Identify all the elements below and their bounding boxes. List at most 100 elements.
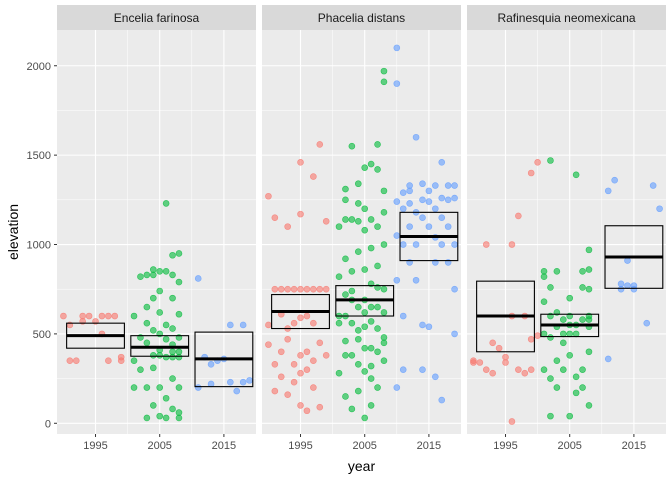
data-point [348,352,356,359]
x-tick-label: 2005 [352,440,376,452]
data-point [585,246,593,254]
data-point [419,321,426,329]
data-point [156,268,164,275]
data-point [348,142,356,150]
data-point [547,334,554,341]
data-point [322,285,330,293]
data-point [175,250,183,257]
data-point [482,241,490,248]
data-point [143,303,151,311]
data-point [451,194,458,202]
data-point [156,384,164,391]
data-point [643,319,651,327]
data-point [297,210,304,218]
data-point [162,353,170,361]
data-point [624,282,631,289]
data-point [130,357,138,365]
data-point [348,268,356,275]
data-point [585,402,593,409]
data-point [579,366,586,373]
data-point [393,44,401,52]
data-point [265,321,272,329]
data-point [438,158,446,166]
points-group-2 [265,44,458,422]
data-point [354,200,362,207]
data-point [297,369,304,377]
data-point [611,176,618,184]
data-point [316,141,324,148]
data-point [239,321,247,329]
data-point [547,375,554,382]
data-point [342,196,349,204]
data-point [380,339,388,347]
data-point [60,312,67,320]
data-point [380,209,388,216]
y-tick-label-1: 500 [33,329,51,341]
data-point [367,303,375,311]
panel-background-3 [467,30,666,434]
data-point [585,316,593,323]
data-point [374,384,381,391]
data-point [162,335,170,343]
data-point [585,285,593,293]
data-point [290,360,298,368]
data-point [399,205,407,213]
data-point [451,330,458,338]
data-point [149,327,157,334]
facet-strip-1 [57,5,256,30]
data-point [162,321,170,329]
data-point [342,291,349,298]
data-point [361,226,369,234]
data-point [432,373,439,381]
data-point [310,357,317,365]
data-point [156,287,164,295]
data-point [495,344,503,352]
data-point [425,198,433,205]
data-point [559,366,567,373]
data-point [444,182,452,189]
data-point [585,266,593,273]
data-point [348,287,356,295]
data-point [143,414,151,422]
data-point [572,171,580,179]
data-point [585,348,593,356]
data-point [354,335,362,343]
data-point [117,357,125,365]
y-tick-label-3: 1500 [27,150,51,162]
data-point [335,369,343,377]
data-point [630,285,638,293]
data-point [367,216,375,223]
data-point [566,294,574,302]
data-point [271,214,279,221]
data-point [444,223,452,230]
data-point [297,158,304,166]
data-point [508,418,516,425]
data-point [303,366,311,373]
data-point [137,273,144,280]
data-point [451,285,458,293]
x-tick-label: 1995 [288,440,312,452]
data-point [169,294,176,302]
data-point [284,223,291,230]
data-point [194,275,202,282]
data-point [393,232,401,239]
data-point [169,251,176,259]
data-point [143,339,151,347]
data-point [342,255,349,263]
data-point [380,309,388,316]
data-point [290,285,298,293]
data-point [316,339,324,347]
data-point [361,323,369,331]
data-point [322,217,330,225]
panel-background-2 [262,30,461,434]
data-point [277,373,285,381]
data-point [521,369,529,377]
data-point [149,364,157,372]
data-point [348,319,356,327]
data-point [342,352,349,359]
data-point [579,384,586,391]
data-point [284,391,291,398]
x-tick-label: 1995 [493,440,517,452]
data-point [361,309,369,316]
